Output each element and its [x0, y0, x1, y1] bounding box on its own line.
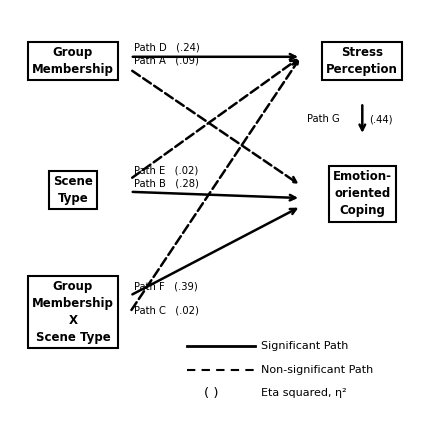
Text: Path B   (.28): Path B (.28) [135, 179, 199, 189]
Text: Path F   (.39): Path F (.39) [135, 282, 198, 291]
Text: Path A   (.09): Path A (.09) [135, 56, 199, 66]
Text: Group
Membership: Group Membership [32, 46, 114, 76]
Text: Path D   (.24): Path D (.24) [135, 43, 200, 53]
Text: Path C   (.02): Path C (.02) [135, 305, 199, 315]
Text: Path G: Path G [308, 114, 340, 124]
Text: ( ): ( ) [204, 387, 218, 400]
Text: (.44): (.44) [369, 114, 392, 124]
Text: Stress
Perception: Stress Perception [326, 46, 398, 76]
Text: Eta squared, η²: Eta squared, η² [262, 388, 347, 398]
Text: Significant Path: Significant Path [262, 341, 349, 351]
Text: Path E   (.02): Path E (.02) [135, 165, 198, 175]
Text: Non-significant Path: Non-significant Path [262, 365, 374, 376]
Text: Emotion-
oriented
Coping: Emotion- oriented Coping [333, 171, 392, 217]
Text: Scene
Type: Scene Type [53, 175, 93, 205]
Text: Group
Membership
X
Scene Type: Group Membership X Scene Type [32, 280, 114, 344]
